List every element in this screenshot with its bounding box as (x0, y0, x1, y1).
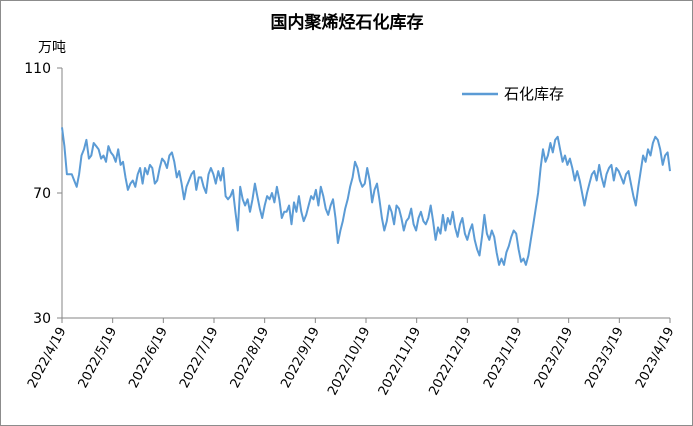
x-tick-label: 2022/5/19 (76, 325, 121, 391)
x-tick-label: 2023/4/19 (633, 325, 678, 391)
y-axis: 30 70 110 (24, 61, 63, 327)
series-line (61, 127, 671, 266)
y-tick-label: 70 (33, 186, 51, 202)
series-lines (61, 127, 671, 266)
y-axis-unit: 万吨 (38, 40, 66, 56)
chart-title: 国内聚烯烃石化库存 (271, 12, 424, 33)
legend-label: 石化库存 (504, 85, 564, 103)
x-tick-label: 2022/12/19 (426, 325, 474, 398)
x-tick-label: 2023/3/19 (582, 325, 627, 391)
x-tick-label: 2023/2/19 (532, 325, 577, 391)
y-tick-label: 110 (24, 61, 51, 77)
x-tick-label: 2022/10/19 (325, 325, 373, 398)
x-axis: 2022/4/19 2022/5/19 2022/6/19 2022/7/19 2022… (25, 317, 678, 398)
x-tick-label: 2022/9/19 (278, 325, 323, 391)
x-tick-label: 2022/7/19 (177, 325, 222, 391)
x-tick-label: 2022/4/19 (25, 325, 70, 391)
x-tick-label: 2023/1/19 (481, 325, 526, 391)
x-tick-label: 2022/6/19 (126, 325, 171, 391)
y-tick-label: 30 (33, 311, 51, 327)
legend: 石化库存 (462, 85, 564, 103)
x-tick-label: 2022/11/19 (376, 325, 424, 398)
x-tick-label: 2022/8/19 (228, 325, 273, 391)
